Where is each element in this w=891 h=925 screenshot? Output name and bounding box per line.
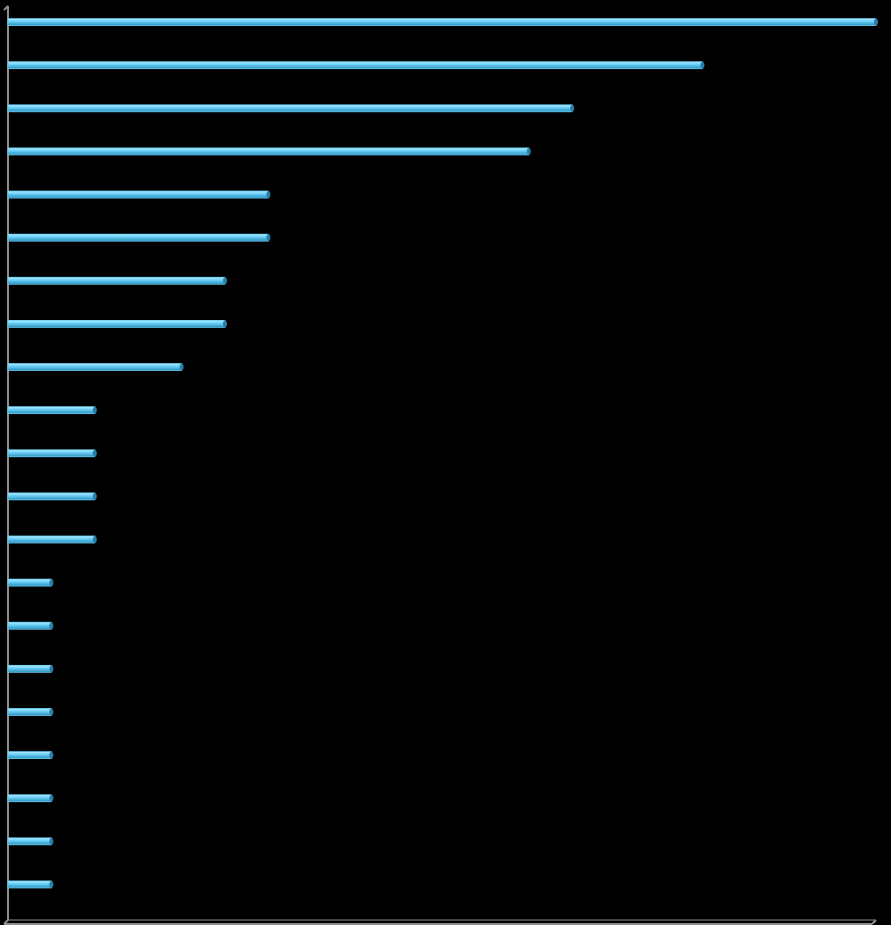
bar-cap	[92, 535, 97, 543]
bar-cap	[874, 18, 878, 26]
bar-cap	[700, 61, 705, 69]
bar	[7, 406, 96, 415]
bar-cap	[179, 363, 184, 371]
bar	[7, 147, 530, 156]
bar	[7, 751, 52, 759]
bar-cap	[49, 622, 54, 630]
bar-cap	[266, 191, 271, 199]
axis-edge	[871, 919, 877, 925]
bar-cap	[49, 579, 54, 587]
bar-cap	[49, 708, 54, 716]
bar	[7, 319, 226, 328]
bar	[7, 233, 269, 242]
bar	[7, 190, 269, 199]
bar	[7, 621, 52, 630]
bar-cap	[92, 449, 97, 457]
bar-cap	[526, 147, 531, 155]
bar	[7, 61, 703, 70]
bar	[7, 837, 52, 846]
bar	[7, 18, 877, 26]
bar-cap	[223, 320, 227, 328]
bar-cap	[92, 406, 97, 414]
bar	[7, 449, 96, 458]
bar	[7, 104, 573, 113]
bar	[7, 880, 52, 889]
bar-cap	[49, 751, 54, 759]
bar-cap	[570, 104, 575, 112]
bar-cap	[49, 665, 54, 673]
bar	[7, 664, 52, 673]
bar	[7, 578, 52, 587]
axis-edge	[3, 5, 9, 11]
bar-cap	[223, 277, 227, 285]
bar	[7, 276, 226, 285]
bar-cap	[49, 837, 54, 845]
bar-cap	[92, 492, 97, 500]
bar	[7, 535, 96, 544]
bar	[7, 794, 52, 803]
bar-cap	[49, 880, 54, 888]
bar	[7, 363, 183, 371]
bar	[7, 708, 52, 716]
bar-cap	[49, 794, 54, 802]
bar	[7, 492, 96, 501]
bar-cap	[266, 234, 271, 242]
